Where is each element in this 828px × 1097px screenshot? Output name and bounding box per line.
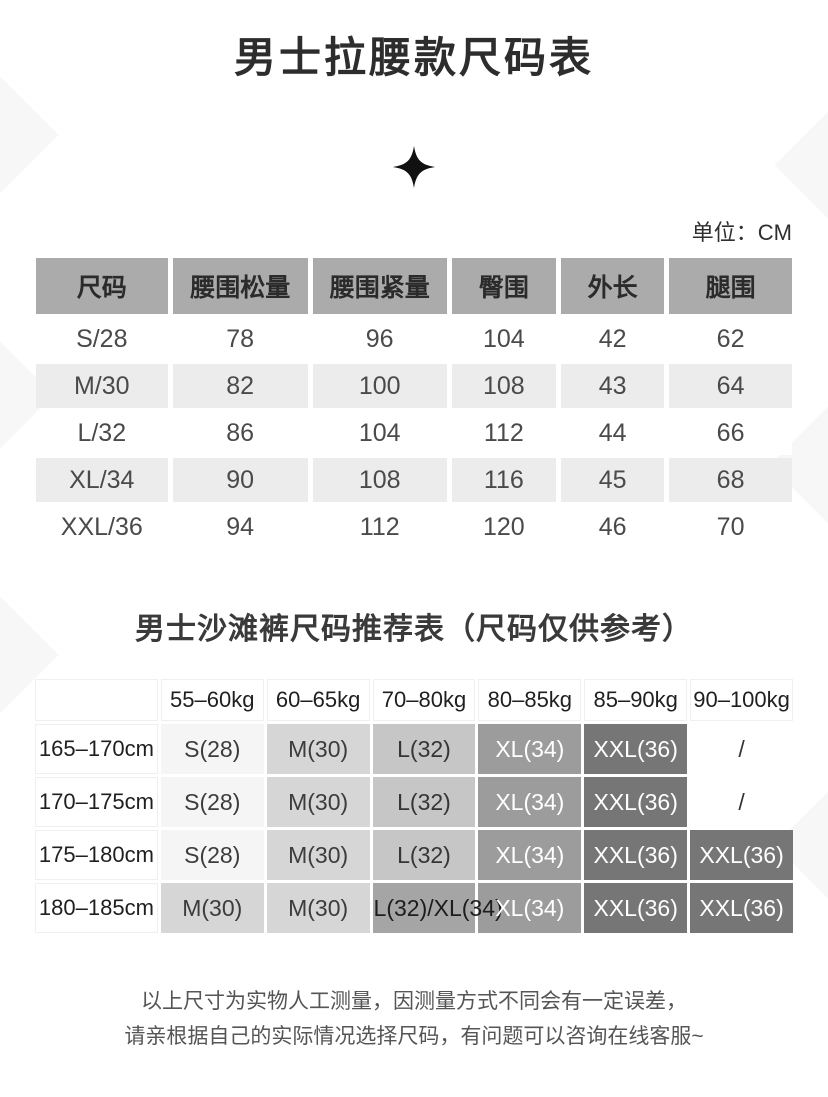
weight-header: 70–80kg: [372, 679, 476, 721]
height-label: 170–175cm: [35, 777, 158, 827]
footer-line-1: 以上尺寸为实物人工测量，因测量方式不同会有一定误差，: [141, 990, 687, 1013]
size-recommendation: M(30): [266, 724, 370, 774]
value-cell: 112: [312, 505, 447, 549]
size-recommendation: XXL(36): [584, 724, 688, 774]
column-header-waist-relaxed: 腰围松量: [172, 258, 308, 314]
value-cell: 86: [172, 411, 308, 455]
footer-line-2: 请亲根据自己的实际情况选择尺码，有问题可以咨询在线客服~: [124, 1025, 704, 1048]
value-cell: 45: [561, 458, 665, 502]
page-title: 男士拉腰款尺码表: [233, 34, 594, 81]
table-row-xl34: XL/34 90 108 116 45 68: [36, 458, 792, 502]
size-recommendation: S(28): [160, 777, 264, 827]
value-cell: 108: [312, 458, 447, 502]
column-header-hip: 臀围: [451, 258, 557, 314]
value-cell: 68: [669, 458, 792, 502]
value-cell: 42: [561, 317, 665, 361]
size-recommendation: XXL(36): [690, 883, 793, 933]
value-cell: 116: [451, 458, 557, 502]
size-recommendation: XL(34): [478, 777, 582, 827]
recommend-row-170-175: 170–175cm S(28) M(30) L(32) XL(34) XXL(3…: [35, 777, 793, 827]
footer-note: 以上尺寸为实物人工测量，因测量方式不同会有一定误差， 请亲根据自己的实际情况选择…: [0, 984, 828, 1054]
value-cell: 90: [172, 458, 308, 502]
size-recommendation: /: [690, 724, 793, 774]
table-row-m30: M/30 82 100 108 43 64: [36, 364, 792, 408]
value-cell: 108: [451, 364, 557, 408]
value-cell: 64: [669, 364, 792, 408]
value-cell: 112: [451, 411, 557, 455]
height-label: 180–185cm: [35, 883, 158, 933]
table-row-l32: L/32 86 104 112 44 66: [36, 411, 792, 455]
column-header-waist-stretched: 腰围紧量: [312, 258, 447, 314]
table-row-xxl36: XXL/36 94 112 120 46 70: [36, 505, 792, 549]
column-header-size: 尺码: [36, 258, 168, 314]
weight-header: 55–60kg: [160, 679, 264, 721]
size-label: XL/34: [36, 458, 168, 502]
size-recommendation: XL(34): [478, 724, 582, 774]
size-recommendation: XXL(36): [584, 830, 688, 880]
measurement-table: 尺码 腰围松量 腰围紧量 臀围 外长 腿围 S/28 78 96 104 42 …: [31, 255, 797, 552]
recommend-table: 55–60kg 60–65kg 70–80kg 80–85kg 85–90kg …: [32, 676, 796, 936]
size-recommendation: S(28): [160, 724, 264, 774]
value-cell: 120: [451, 505, 557, 549]
size-recommendation: M(30): [266, 883, 370, 933]
size-recommendation: XXL(36): [584, 777, 688, 827]
value-cell: 62: [669, 317, 792, 361]
size-recommendation: L(32): [372, 724, 476, 774]
value-cell: 46: [561, 505, 665, 549]
measurement-header-row: 尺码 腰围松量 腰围紧量 臀围 外长 腿围: [36, 258, 792, 314]
weight-header-row: 55–60kg 60–65kg 70–80kg 80–85kg 85–90kg …: [35, 679, 793, 721]
value-cell: 66: [669, 411, 792, 455]
size-label: XXL/36: [36, 505, 168, 549]
size-recommendation: M(30): [266, 777, 370, 827]
corner-cell: [35, 679, 158, 721]
size-label: M/30: [36, 364, 168, 408]
value-cell: 43: [561, 364, 665, 408]
value-cell: 44: [561, 411, 665, 455]
size-label: L/32: [36, 411, 168, 455]
recommend-row-180-185: 180–185cm M(30) M(30) L(32)/XL(34) XL(34…: [35, 883, 793, 933]
value-cell: 104: [451, 317, 557, 361]
recommend-row-165-170: 165–170cm S(28) M(30) L(32) XL(34) XXL(3…: [35, 724, 793, 774]
table-row-s28: S/28 78 96 104 42 62: [36, 317, 792, 361]
size-recommendation: /: [690, 777, 793, 827]
weight-header: 90–100kg: [690, 679, 793, 721]
unit-label: 单位：CM: [691, 220, 792, 245]
value-cell: 82: [172, 364, 308, 408]
value-cell: 96: [312, 317, 447, 361]
size-recommendation: XXL(36): [690, 830, 793, 880]
size-recommendation: S(28): [160, 830, 264, 880]
size-recommendation: M(30): [160, 883, 264, 933]
value-cell: 104: [312, 411, 447, 455]
size-recommendation: L(32): [372, 777, 476, 827]
size-recommendation: M(30): [266, 830, 370, 880]
weight-header: 80–85kg: [478, 679, 582, 721]
value-cell: 70: [669, 505, 792, 549]
size-recommendation: L(32): [372, 830, 476, 880]
size-recommendation: XXL(36): [584, 883, 688, 933]
weight-header: 85–90kg: [584, 679, 688, 721]
weight-header: 60–65kg: [266, 679, 370, 721]
size-recommendation: L(32)/XL(34): [372, 883, 503, 933]
recommend-row-175-180: 175–180cm S(28) M(30) L(32) XL(34) XXL(3…: [35, 830, 793, 880]
size-recommendation: XL(34): [478, 830, 582, 880]
value-cell: 78: [172, 317, 308, 361]
sparkle-icon: [0, 141, 828, 193]
height-label: 165–170cm: [35, 724, 158, 774]
column-header-thigh: 腿围: [669, 258, 792, 314]
column-header-outseam: 外长: [561, 258, 665, 314]
value-cell: 100: [312, 364, 447, 408]
value-cell: 94: [172, 505, 308, 549]
size-recommendation: XL(34): [478, 883, 582, 933]
size-label: S/28: [36, 317, 168, 361]
recommend-title: 男士沙滩裤尺码推荐表（尺码仅供参考）: [135, 613, 693, 646]
height-label: 175–180cm: [35, 830, 158, 880]
